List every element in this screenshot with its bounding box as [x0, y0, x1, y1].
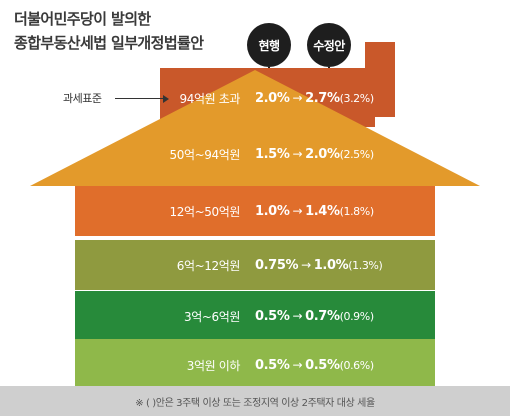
bracket-label: 3억~6억원: [183, 309, 240, 324]
rate-row: 3억~6억원 0.5% → 0.7%(0.9%): [0, 296, 510, 336]
footnote: ※ ( )안은 3주택 이상 또는 조정지역 이상 2주택자 대상 세율: [0, 386, 510, 416]
rate-change: 0.5% → 0.5%(0.6%): [255, 358, 374, 373]
current-rate: 0.5%: [255, 358, 290, 373]
rate-row: 12억~50억원 1.0% → 1.4%(1.8%): [0, 190, 510, 232]
arrow-right-icon: →: [292, 146, 303, 161]
revised-rate: 1.4%: [305, 203, 340, 219]
rate-change: 0.75% → 1.0%(1.3%): [255, 257, 383, 273]
rate-row: 50억~94억원 1.5% → 2.0%(2.5%): [0, 132, 510, 176]
title-line-1: 더불어민주당이 발의한: [14, 10, 151, 28]
rate-row: 6억~12억원 0.75% → 1.0%(1.3%): [0, 244, 510, 286]
current-rate: 1.5%: [255, 146, 290, 162]
tier-3-6: [75, 291, 435, 339]
current-rate: 1.0%: [255, 203, 290, 219]
bracket-label: 12억~50억원: [169, 204, 240, 219]
rate-row: 94억원 초과 2.0% → 2.7%(3.2%): [0, 80, 510, 116]
multi-home-rate: (3.2%): [339, 91, 375, 105]
legend-revised-badge: 수정안: [307, 23, 351, 67]
tier-12-50: [75, 186, 435, 236]
tax-base-callout: 과세표준: [63, 92, 102, 105]
rate-change: 0.5% → 0.7%(0.9%): [255, 309, 374, 324]
revised-rate: 2.0%: [305, 146, 340, 162]
bracket-label: 6억~12억원: [176, 258, 241, 273]
current-rate: 0.5%: [255, 308, 290, 324]
tier-under-3: [75, 339, 435, 386]
arrow-right-icon: →: [292, 358, 303, 372]
title-line-2: 종합부동산세법 일부개정법률안: [14, 34, 204, 52]
multi-home-rate: (0.6%): [339, 359, 375, 372]
arrow-right-icon: →: [292, 203, 303, 218]
multi-home-rate: (1.8%): [339, 204, 375, 218]
multi-home-rate: (2.5%): [339, 147, 375, 161]
revised-rate: 2.7%: [305, 90, 340, 106]
arrow-right-icon: →: [301, 257, 311, 272]
bracket-label: 94억원 초과: [179, 91, 241, 106]
tier-6-12: [75, 240, 435, 290]
rate-row: 3억원 이하 0.5% → 0.5%(0.6%): [0, 345, 510, 386]
current-rate: 2.0%: [255, 90, 290, 106]
arrow-right-icon: →: [292, 90, 303, 105]
house-roof: [30, 70, 480, 186]
arrow-right-icon: →: [292, 308, 303, 323]
current-rate: 0.75%: [255, 257, 299, 273]
tax-base-callout-arrowhead: [163, 95, 169, 103]
multi-home-rate: (1.3%): [348, 258, 383, 272]
revised-rate: 1.0%: [313, 257, 349, 273]
multi-home-rate: (0.9%): [339, 309, 375, 323]
legend-current-badge: 현행: [247, 23, 291, 67]
bracket-label: 3억원 이하: [186, 359, 241, 373]
revised-rate: 0.5%: [305, 358, 340, 373]
tax-base-callout-line: [115, 98, 165, 99]
rate-change: 1.5% → 2.0%(2.5%): [255, 147, 374, 162]
rate-change: 2.0% → 2.7%(3.2%): [255, 91, 374, 106]
bracket-label: 50억~94억원: [169, 147, 240, 162]
rate-change: 1.0% → 1.4%(1.8%): [255, 204, 374, 219]
revised-rate: 0.7%: [305, 308, 340, 324]
